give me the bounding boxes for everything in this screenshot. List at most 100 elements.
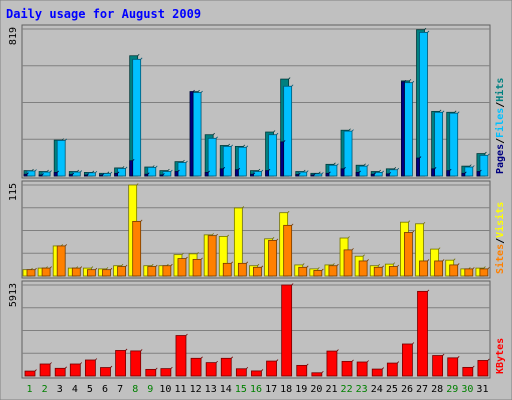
bar-files-day-19 <box>298 171 308 177</box>
bar-depth-edge <box>487 153 490 156</box>
x-tick-day-7: 7 <box>117 384 123 395</box>
bar-files-day-2 <box>41 171 51 177</box>
bar-depth-edge <box>170 169 173 172</box>
bar-files-day-27 <box>419 32 428 177</box>
bar-kbytes-day-25 <box>386 362 398 377</box>
bar-kbytes-day-29 <box>447 357 459 377</box>
bar-depth-edge <box>317 267 320 270</box>
x-tick-day-24: 24 <box>371 384 383 395</box>
bar-pages-day-21 <box>325 172 330 177</box>
bar-depth-edge <box>484 151 487 154</box>
x-tick-day-14: 14 <box>220 384 232 395</box>
bar-depth-edge <box>215 136 218 139</box>
bar-depth-edge <box>87 173 90 176</box>
bar-depth-edge <box>125 166 128 169</box>
bar-sites-day-22 <box>343 249 353 277</box>
bar-sites-day-13 <box>207 235 217 277</box>
bar-sites-day-28 <box>434 260 444 277</box>
bar-depth-edge <box>177 169 180 172</box>
bar-pages-day-24 <box>370 173 375 177</box>
bar-depth-edge <box>170 366 173 369</box>
bar-kbytes-day-12 <box>190 357 202 377</box>
bar-depth-edge <box>140 57 143 60</box>
bar-sites-day-8 <box>132 220 142 277</box>
bar-depth-edge <box>427 259 430 262</box>
bar-pages-day-15 <box>234 169 239 177</box>
bar-depth-edge <box>287 210 290 213</box>
bar-files-day-22 <box>343 130 353 177</box>
bar-depth-edge <box>211 233 214 236</box>
panel-max-label: 115 <box>8 183 19 201</box>
bar-pages-day-29 <box>446 170 451 177</box>
bar-depth-edge <box>453 258 456 261</box>
bar-files-day-12 <box>192 92 202 177</box>
bar-kbytes-day-6 <box>100 367 111 377</box>
bar-depth-edge <box>449 168 452 171</box>
bar-depth-edge <box>95 170 98 174</box>
bar-depth-edge <box>351 248 354 251</box>
bar-depth-edge <box>151 263 154 266</box>
panel-max-label: 819 <box>8 27 19 45</box>
bar-depth-edge <box>389 172 392 175</box>
x-tick-day-13: 13 <box>205 384 217 395</box>
bar-sites-day-24 <box>373 266 383 277</box>
bar-depth-edge <box>457 356 460 359</box>
bar-files-day-18 <box>283 85 293 177</box>
bar-files-day-26 <box>404 82 413 177</box>
bar-pages-day-6 <box>99 174 103 177</box>
bar-depth-edge <box>91 266 94 269</box>
bar-depth-edge <box>424 27 427 31</box>
x-tick-day-8: 8 <box>132 384 138 395</box>
bar-kbytes-day-28 <box>432 355 444 377</box>
bar-kbytes-day-2 <box>39 363 51 377</box>
bar-depth-edge <box>306 265 309 268</box>
bar-depth-edge <box>72 172 75 175</box>
bar-depth-edge <box>362 254 365 257</box>
bar-sites-day-19 <box>298 266 308 277</box>
bar-depth-edge <box>412 342 415 345</box>
bar-depth-edge <box>291 283 294 286</box>
bar-depth-edge <box>298 172 301 175</box>
panel-axis-label: Pages/Files/Hits <box>494 78 506 174</box>
bar-depth-edge <box>412 80 415 83</box>
x-tick-day-19: 19 <box>295 384 307 395</box>
x-tick-day-1: 1 <box>27 384 33 395</box>
bar-kbytes-day-24 <box>371 368 383 377</box>
bar-depth-edge <box>288 77 291 80</box>
bar-depth-edge <box>136 183 139 186</box>
bar-files-day-11 <box>177 162 187 177</box>
bar-depth-edge <box>222 167 226 170</box>
x-tick-day-3: 3 <box>57 384 63 395</box>
x-tick-day-12: 12 <box>190 384 202 395</box>
bar-kbytes-day-26 <box>402 343 413 377</box>
bar-files-day-25 <box>388 169 398 177</box>
bar-pages-day-28 <box>431 168 436 177</box>
x-tick-day-2: 2 <box>42 384 48 395</box>
bar-depth-edge <box>106 267 109 270</box>
bar-depth-edge <box>64 244 67 247</box>
bar-depth-edge <box>155 264 158 267</box>
panel-axis-label: Sites/Visits <box>494 202 506 274</box>
bar-depth-edge <box>291 223 294 226</box>
bar-pages-day-14 <box>219 168 224 177</box>
bar-sites-day-14 <box>222 262 232 277</box>
bar-depth-edge <box>381 170 385 173</box>
x-tick-day-16: 16 <box>250 384 262 395</box>
bar-sites-day-15 <box>237 262 247 277</box>
bar-kbytes-day-21 <box>326 350 338 377</box>
x-tick-day-17: 17 <box>265 384 277 395</box>
bar-sites-day-16 <box>253 266 262 277</box>
bar-depth-edge <box>122 166 125 169</box>
bar-depth-edge <box>257 263 260 266</box>
x-tick-day-26: 26 <box>401 384 413 395</box>
bar-depth-edge <box>487 358 490 361</box>
bar-pages-day-30 <box>461 172 466 177</box>
bar-depth-edge <box>167 168 170 171</box>
bar-files-day-4 <box>71 171 81 177</box>
bar-depth-edge <box>261 369 264 372</box>
bar-depth-edge <box>246 366 249 370</box>
bar-depth-edge <box>246 261 249 264</box>
bar-depth-edge <box>261 265 264 268</box>
bar-depth-edge <box>454 110 457 113</box>
